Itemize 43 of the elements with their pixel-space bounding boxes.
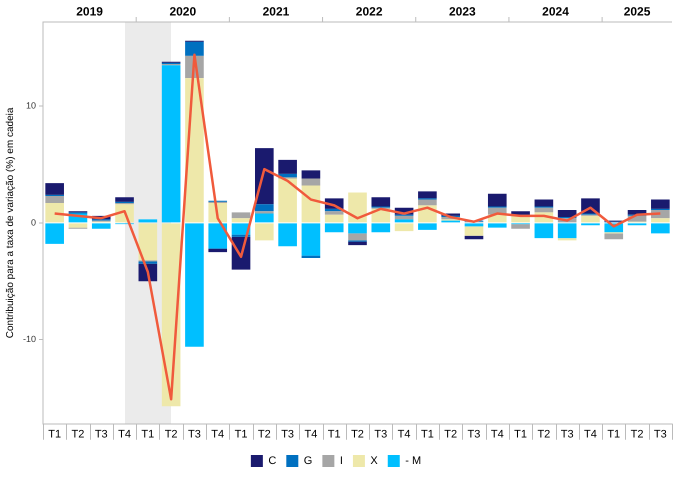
text: 2023 <box>448 4 476 18</box>
text: 2019 <box>76 4 104 18</box>
x-tick-label: T2 <box>164 428 178 440</box>
x-tick-label: T3 <box>281 428 294 440</box>
y-axis-title: Contribuição para a taxa de variação (%) em cadeia <box>4 107 16 338</box>
text: 2021 <box>262 4 290 18</box>
x-tick-label: T2 <box>444 428 458 440</box>
legend-label: C <box>268 455 276 468</box>
x-tick-label: T4 <box>304 428 318 440</box>
text: 2025 <box>624 4 651 18</box>
text: 2020 <box>169 4 196 18</box>
y-tick-label: 0 <box>30 217 36 228</box>
text: 2024 <box>542 4 570 18</box>
x-tick-label: T2 <box>72 428 84 440</box>
legend-label: I <box>340 455 343 468</box>
x-tick-label: T2 <box>537 428 550 440</box>
x-tick-label: T1 <box>141 428 154 440</box>
x-tick-label: T4 <box>211 428 224 440</box>
x-tick-label: T3 <box>374 428 388 440</box>
x-tick-label: T3 <box>468 428 480 440</box>
x-tick-label: T4 <box>118 428 131 440</box>
text: 2022 <box>356 4 383 18</box>
y-tick-label: -10 <box>22 334 36 344</box>
legend-label: G <box>304 455 312 468</box>
x-tick-label: T4 <box>584 428 597 440</box>
x-tick-label: T2 <box>351 428 364 440</box>
x-tick-label: T4 <box>490 428 504 440</box>
y-tick-label: 10 <box>26 100 36 111</box>
x-tick-label: T3 <box>560 428 574 440</box>
x-tick-label: T4 <box>398 428 411 440</box>
x-tick-label: T3 <box>94 428 108 440</box>
x-tick-label: T1 <box>328 428 341 440</box>
x-tick-label: T1 <box>234 428 248 440</box>
x-tick-label: T3 <box>188 428 201 440</box>
x-tick-label: T1 <box>48 428 62 440</box>
x-tick-label: T1 <box>607 428 620 440</box>
x-tick-label: T2 <box>258 428 271 440</box>
x-tick-label: T1 <box>420 428 434 440</box>
legend-label: X <box>370 455 378 468</box>
x-tick-label: T2 <box>630 428 644 440</box>
x-tick-label: T3 <box>654 428 667 440</box>
x-tick-label: T1 <box>514 428 527 440</box>
legend-label: - M <box>405 455 422 468</box>
